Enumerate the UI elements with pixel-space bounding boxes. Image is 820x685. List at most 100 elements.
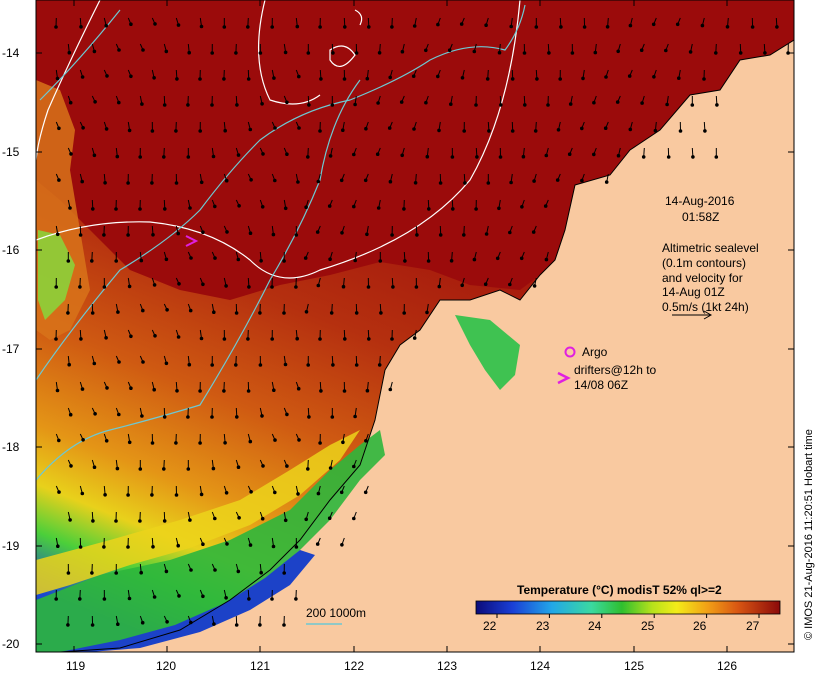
velocity-arrow-head-icon — [211, 104, 214, 107]
lat-label: -15 — [2, 145, 20, 159]
velocity-arrow-head-icon — [401, 154, 404, 157]
velocity-arrow-head-icon — [487, 182, 490, 185]
velocity-arrow-head-icon — [237, 570, 240, 573]
velocity-arrow-head-icon — [545, 154, 548, 157]
velocity-arrow-head-icon — [212, 467, 215, 470]
velocity-arrow-head-icon — [475, 104, 478, 107]
velocity-arrow-head-icon — [403, 208, 406, 211]
velocity-arrow-head-icon — [308, 416, 311, 419]
velocity-arrow-head-icon — [93, 50, 96, 53]
velocity-arrow-head-icon — [116, 155, 119, 158]
velocity-arrow-head-icon — [106, 387, 109, 390]
lat-label: -18 — [2, 440, 20, 454]
velocity-arrow-head-icon — [689, 51, 692, 54]
velocity-arrow-head-icon — [249, 440, 252, 443]
velocity-arrow-head-icon — [226, 543, 229, 546]
velocity-arrow-head-icon — [571, 52, 574, 55]
lat-label: -16 — [2, 243, 20, 257]
velocity-arrow-head-icon — [128, 285, 131, 288]
velocity-arrow-head-icon — [79, 286, 82, 289]
velocity-arrow-head-icon — [272, 545, 275, 548]
velocity-arrow-head-icon — [464, 182, 467, 185]
velocity-arrow-head-icon — [91, 312, 94, 315]
velocity-arrow-head-icon — [81, 492, 84, 495]
velocity-arrow-head-icon — [262, 465, 265, 468]
velocity-arrow-head-icon — [715, 52, 718, 55]
velocity-arrow-head-icon — [485, 233, 488, 236]
velocity-arrow-head-icon — [163, 104, 166, 107]
altimetry-line: 14-Aug 01Z — [662, 285, 725, 299]
velocity-arrow-head-icon — [520, 257, 523, 260]
velocity-arrow-head-icon — [225, 492, 228, 495]
velocity-arrow-head-icon — [476, 156, 479, 159]
velocity-arrow-head-icon — [70, 153, 73, 156]
velocity-arrow-head-icon — [296, 25, 299, 28]
velocity-arrow-head-icon — [283, 572, 286, 575]
velocity-arrow-head-icon — [679, 130, 682, 133]
velocity-arrow-head-icon — [93, 154, 96, 157]
velocity-arrow-head-icon — [189, 519, 192, 522]
velocity-arrow-head-icon — [94, 101, 97, 104]
velocity-arrow-head-icon — [331, 416, 334, 419]
velocity-arrow-head-icon — [141, 103, 144, 106]
velocity-arrow-head-icon — [329, 258, 332, 261]
velocity-arrow-head-icon — [283, 312, 286, 315]
velocity-arrow-head-icon — [213, 311, 216, 314]
velocity-arrow-head-icon — [176, 390, 179, 393]
velocity-arrow-head-icon — [92, 208, 95, 211]
velocity-arrow-head-icon — [56, 77, 59, 80]
velocity-arrow-head-icon — [141, 415, 144, 418]
velocity-arrow-head-icon — [202, 543, 205, 546]
velocity-arrow-head-icon — [154, 335, 157, 338]
velocity-arrow-head-icon — [153, 388, 156, 391]
velocity-arrow-head-icon — [211, 52, 214, 55]
velocity-arrow-head-icon — [273, 77, 276, 80]
velocity-arrow-head-icon — [247, 26, 250, 29]
velocity-arrow-head-icon — [594, 51, 597, 54]
velocity-arrow-head-icon — [450, 260, 453, 263]
colorbar-tick-label: 22 — [483, 619, 497, 633]
velocity-arrow-head-icon — [628, 75, 631, 78]
drifters-label: 14/08 06Z — [574, 378, 628, 392]
velocity-arrow-head-icon — [460, 23, 463, 26]
velocity-arrow-head-icon — [569, 103, 572, 106]
velocity-arrow-head-icon — [81, 388, 84, 391]
velocity-arrow-head-icon — [701, 24, 704, 27]
velocity-arrow-head-icon — [654, 129, 657, 132]
velocity-arrow-head-icon — [188, 51, 191, 54]
velocity-arrow-head-icon — [128, 129, 131, 132]
velocity-arrow-head-icon — [353, 205, 356, 208]
velocity-arrow-head-icon — [139, 468, 142, 471]
velocity-arrow-head-icon — [366, 77, 369, 80]
velocity-arrow-head-icon — [365, 127, 368, 130]
velocity-arrow-head-icon — [353, 153, 356, 156]
velocity-arrow-head-icon — [328, 517, 331, 520]
velocity-arrow-head-icon — [426, 311, 429, 314]
velocity-arrow-head-icon — [355, 52, 358, 55]
velocity-arrow-head-icon — [438, 129, 441, 132]
velocity-arrow-head-icon — [199, 130, 202, 133]
velocity-arrow-head-icon — [139, 208, 142, 211]
velocity-arrow-head-icon — [368, 338, 371, 341]
velocity-arrow-head-icon — [166, 309, 169, 312]
velocity-arrow-head-icon — [261, 206, 264, 209]
velocity-arrow-head-icon — [249, 544, 252, 547]
colorbar-tick-label: 23 — [536, 619, 550, 633]
velocity-arrow-head-icon — [55, 26, 58, 29]
velocity-arrow-head-icon — [115, 208, 118, 211]
velocity-arrow-head-icon — [69, 519, 72, 522]
velocity-arrow-head-icon — [452, 208, 455, 211]
velocity-arrow-head-icon — [247, 390, 250, 393]
velocity-arrow-head-icon — [617, 50, 620, 53]
velocity-arrow-head-icon — [262, 153, 265, 156]
velocity-arrow-head-icon — [521, 206, 524, 209]
velocity-arrow-head-icon — [342, 129, 345, 132]
velocity-arrow-head-icon — [224, 442, 227, 445]
velocity-arrow-head-icon — [378, 364, 381, 367]
velocity-arrow-head-icon — [764, 52, 767, 55]
velocity-arrow-head-icon — [259, 364, 262, 367]
velocity-arrow-head-icon — [260, 571, 263, 574]
date-label: 14-Aug-2016 — [665, 194, 735, 208]
velocity-arrow-head-icon — [128, 597, 131, 600]
velocity-arrow-head-icon — [223, 338, 226, 341]
